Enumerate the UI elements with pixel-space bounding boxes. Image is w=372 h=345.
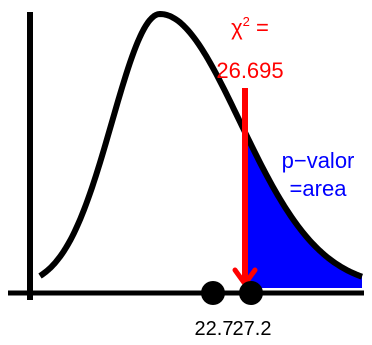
mark-label-2: 27.2 xyxy=(232,318,272,340)
statistic-symbol: χ2 = xyxy=(231,14,269,40)
mark-dot-2 xyxy=(239,281,263,305)
mark-dot-1 xyxy=(201,281,225,305)
area-label-line2: =area xyxy=(289,176,347,201)
p-value-area xyxy=(245,132,362,288)
density-curve xyxy=(38,11,363,280)
area-label-line1: p−valor xyxy=(281,148,355,173)
statistic-value: 26.695 xyxy=(216,58,284,83)
mark-label-1: 22.7 xyxy=(194,318,234,340)
